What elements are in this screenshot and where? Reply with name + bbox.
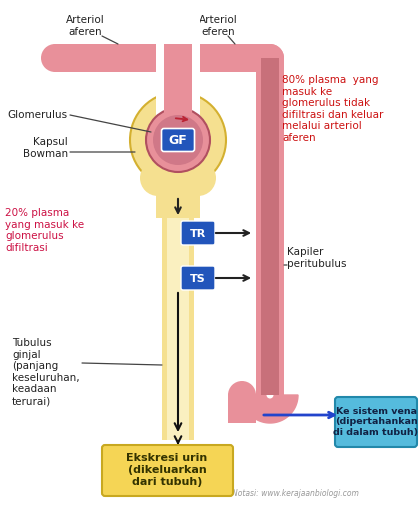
Text: Glomerulus: Glomerulus: [8, 110, 68, 120]
Circle shape: [180, 160, 216, 196]
Bar: [256, 58, 284, 395]
FancyBboxPatch shape: [181, 221, 215, 245]
FancyBboxPatch shape: [181, 266, 215, 290]
Text: Kapsul
Bowman: Kapsul Bowman: [23, 137, 68, 159]
Circle shape: [130, 92, 226, 188]
FancyBboxPatch shape: [102, 445, 233, 496]
Circle shape: [256, 44, 284, 72]
Text: Arteriol
eferen: Arteriol eferen: [199, 15, 237, 36]
Text: 80% plasma  yang
masuk ke
glomerulus tidak
difiltrasi dan keluar
melalui arterio: 80% plasma yang masuk ke glomerulus tida…: [282, 75, 383, 143]
Text: Notasi: www.kerajaanbiologi.com: Notasi: www.kerajaanbiologi.com: [231, 489, 358, 498]
Bar: [55, 44, 180, 72]
Text: TR: TR: [190, 229, 206, 239]
Bar: [156, 173, 200, 218]
Text: Ke sistem vena
(dipertahankan
di dalam tubuh): Ke sistem vena (dipertahankan di dalam t…: [333, 407, 419, 437]
Text: GF: GF: [168, 134, 187, 147]
Circle shape: [153, 115, 203, 165]
Bar: [164, 44, 192, 113]
Bar: [228, 395, 256, 423]
Bar: [162, 178, 194, 440]
Circle shape: [41, 44, 69, 72]
Circle shape: [256, 44, 284, 72]
Circle shape: [140, 160, 176, 196]
FancyBboxPatch shape: [335, 397, 417, 447]
Polygon shape: [242, 395, 298, 423]
Bar: [155, 0, 200, 122]
Text: 20% plasma
yang masuk ke
glomerulus
difiltrasi: 20% plasma yang masuk ke glomerulus difi…: [5, 208, 84, 253]
Bar: [176, 44, 270, 72]
FancyBboxPatch shape: [162, 128, 194, 152]
Text: Ekskresi urin
(dikeluarkan
dari tubuh): Ekskresi urin (dikeluarkan dari tubuh): [126, 453, 207, 487]
Circle shape: [146, 108, 210, 172]
Bar: [167, 178, 189, 440]
Text: TS: TS: [190, 274, 206, 284]
Text: Tubulus
ginjal
(panjang
keseluruhan,
keadaan
terurai): Tubulus ginjal (panjang keseluruhan, kea…: [12, 338, 80, 406]
Circle shape: [228, 381, 256, 409]
Text: Kapiler
peritubulus: Kapiler peritubulus: [287, 247, 346, 269]
Bar: [261, 58, 279, 395]
Circle shape: [164, 44, 192, 72]
Text: Arteriol
aferen: Arteriol aferen: [66, 15, 105, 36]
